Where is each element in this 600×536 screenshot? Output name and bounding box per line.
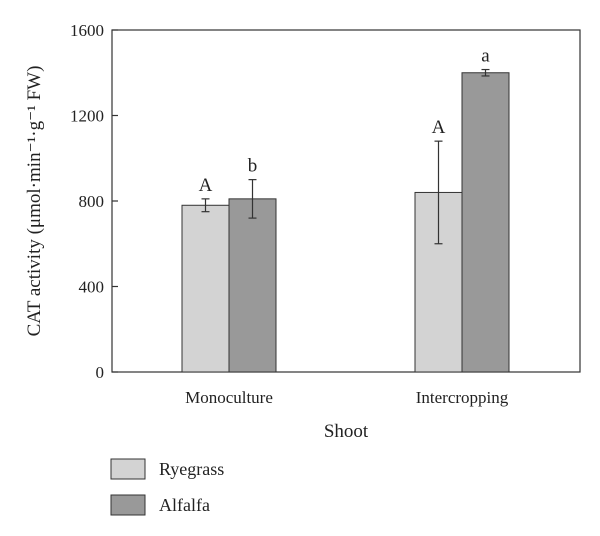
bars xyxy=(181,68,510,373)
significance-labels: A Ab a xyxy=(199,46,491,196)
significance-label: b xyxy=(248,156,258,177)
legend-swatch-alfalfa xyxy=(110,494,146,516)
significance-label: A xyxy=(432,117,446,138)
legend-swatch-ryegrass xyxy=(110,458,146,480)
y-axis-label: CAT activity (μmol·min⁻¹·g⁻¹ FW) xyxy=(24,66,45,337)
bar-alfalfa-monoculture xyxy=(228,198,277,373)
x-axis-label: Shoot xyxy=(324,421,369,442)
significance-label: A xyxy=(199,175,213,196)
legend-label-alfalfa: Alfalfa xyxy=(159,495,210,515)
significance-label: a xyxy=(481,46,490,67)
y-tick-label: 1200 xyxy=(70,107,104,126)
x-axis-ticks: Monoculture Intercropping xyxy=(185,366,509,407)
bar-alfalfa-intercropping xyxy=(461,72,510,373)
legend: Ryegrass Alfalfa xyxy=(110,458,224,516)
y-tick-label: 800 xyxy=(79,192,105,211)
y-tick-label: 400 xyxy=(79,278,105,297)
bar-ryegrass-monoculture xyxy=(181,204,230,373)
x-tick-label: Monoculture xyxy=(185,388,273,407)
y-tick-label: 1600 xyxy=(70,21,104,40)
y-tick-label: 0 xyxy=(96,363,105,382)
x-tick-label: Intercropping xyxy=(416,388,509,407)
y-axis-ticks: 0 400 800 1200 1600 xyxy=(70,21,118,382)
legend-label-ryegrass: Ryegrass xyxy=(159,459,224,479)
